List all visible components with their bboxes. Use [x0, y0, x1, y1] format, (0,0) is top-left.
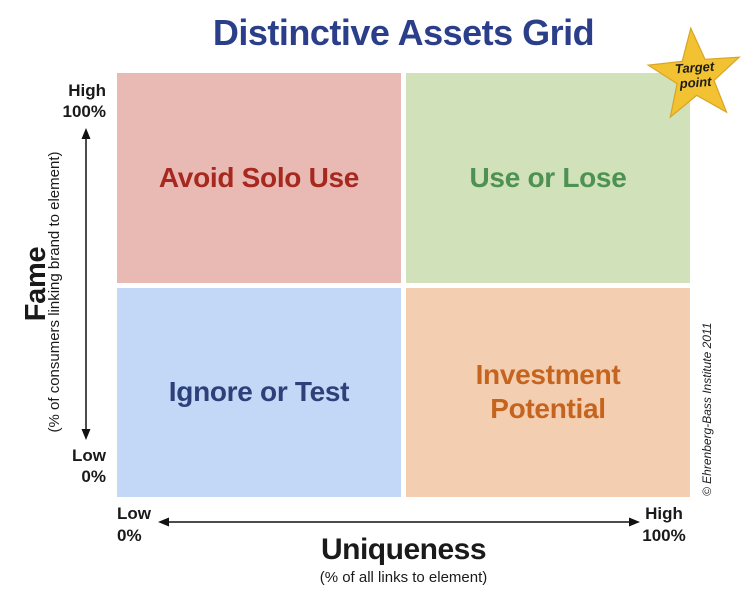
y-axis-low-label: Low 0%: [40, 445, 106, 487]
x-axis-low-label: Low 0%: [117, 503, 177, 547]
target-point-star: Target point: [641, 26, 749, 123]
x-axis-arrow-icon: [158, 517, 640, 527]
quadrant-grid: Avoid Solo Use Use or Lose Ignore or Tes…: [117, 73, 690, 497]
y-axis-low-value: 0%: [81, 467, 106, 486]
copyright-text: © Ehrenberg-Bass Institute 2011: [700, 322, 714, 496]
y-axis-low-text: Low: [72, 446, 106, 465]
x-axis-high-value: 100%: [642, 526, 686, 545]
quadrant-investment-potential: Investment Potential: [406, 287, 690, 497]
quadrant-ignore-or-test: Ignore or Test: [117, 287, 401, 497]
x-axis-high-text: High: [645, 504, 683, 523]
quadrant-label: Investment Potential: [475, 359, 621, 425]
quadrant-label: Use or Lose: [469, 161, 627, 193]
y-axis-high-value: 100%: [62, 102, 106, 121]
quadrant-avoid-solo-use: Avoid Solo Use: [117, 73, 401, 283]
y-axis-sublabel: (% of consumers linking brand to element…: [46, 151, 63, 433]
page-title: Distinctive Assets Grid: [212, 12, 595, 53]
y-axis-arrow-icon: [81, 128, 91, 440]
y-axis-high-text: High: [68, 81, 106, 100]
x-axis-low-text: Low: [117, 504, 151, 523]
y-axis-high-label: High 100%: [40, 80, 106, 122]
x-axis-sublabel: (% of all links to element): [319, 569, 488, 586]
star-icon: [646, 26, 741, 119]
x-axis-high-label: High 100%: [633, 503, 695, 547]
x-axis-low-value: 0%: [117, 526, 142, 545]
quadrant-use-or-lose: Use or Lose: [406, 73, 690, 283]
quadrant-label: Ignore or Test: [168, 376, 350, 408]
x-axis-title: Uniqueness: [320, 533, 487, 566]
quadrant-label: Avoid Solo Use: [158, 161, 360, 193]
target-point-label: Target point: [674, 58, 715, 91]
